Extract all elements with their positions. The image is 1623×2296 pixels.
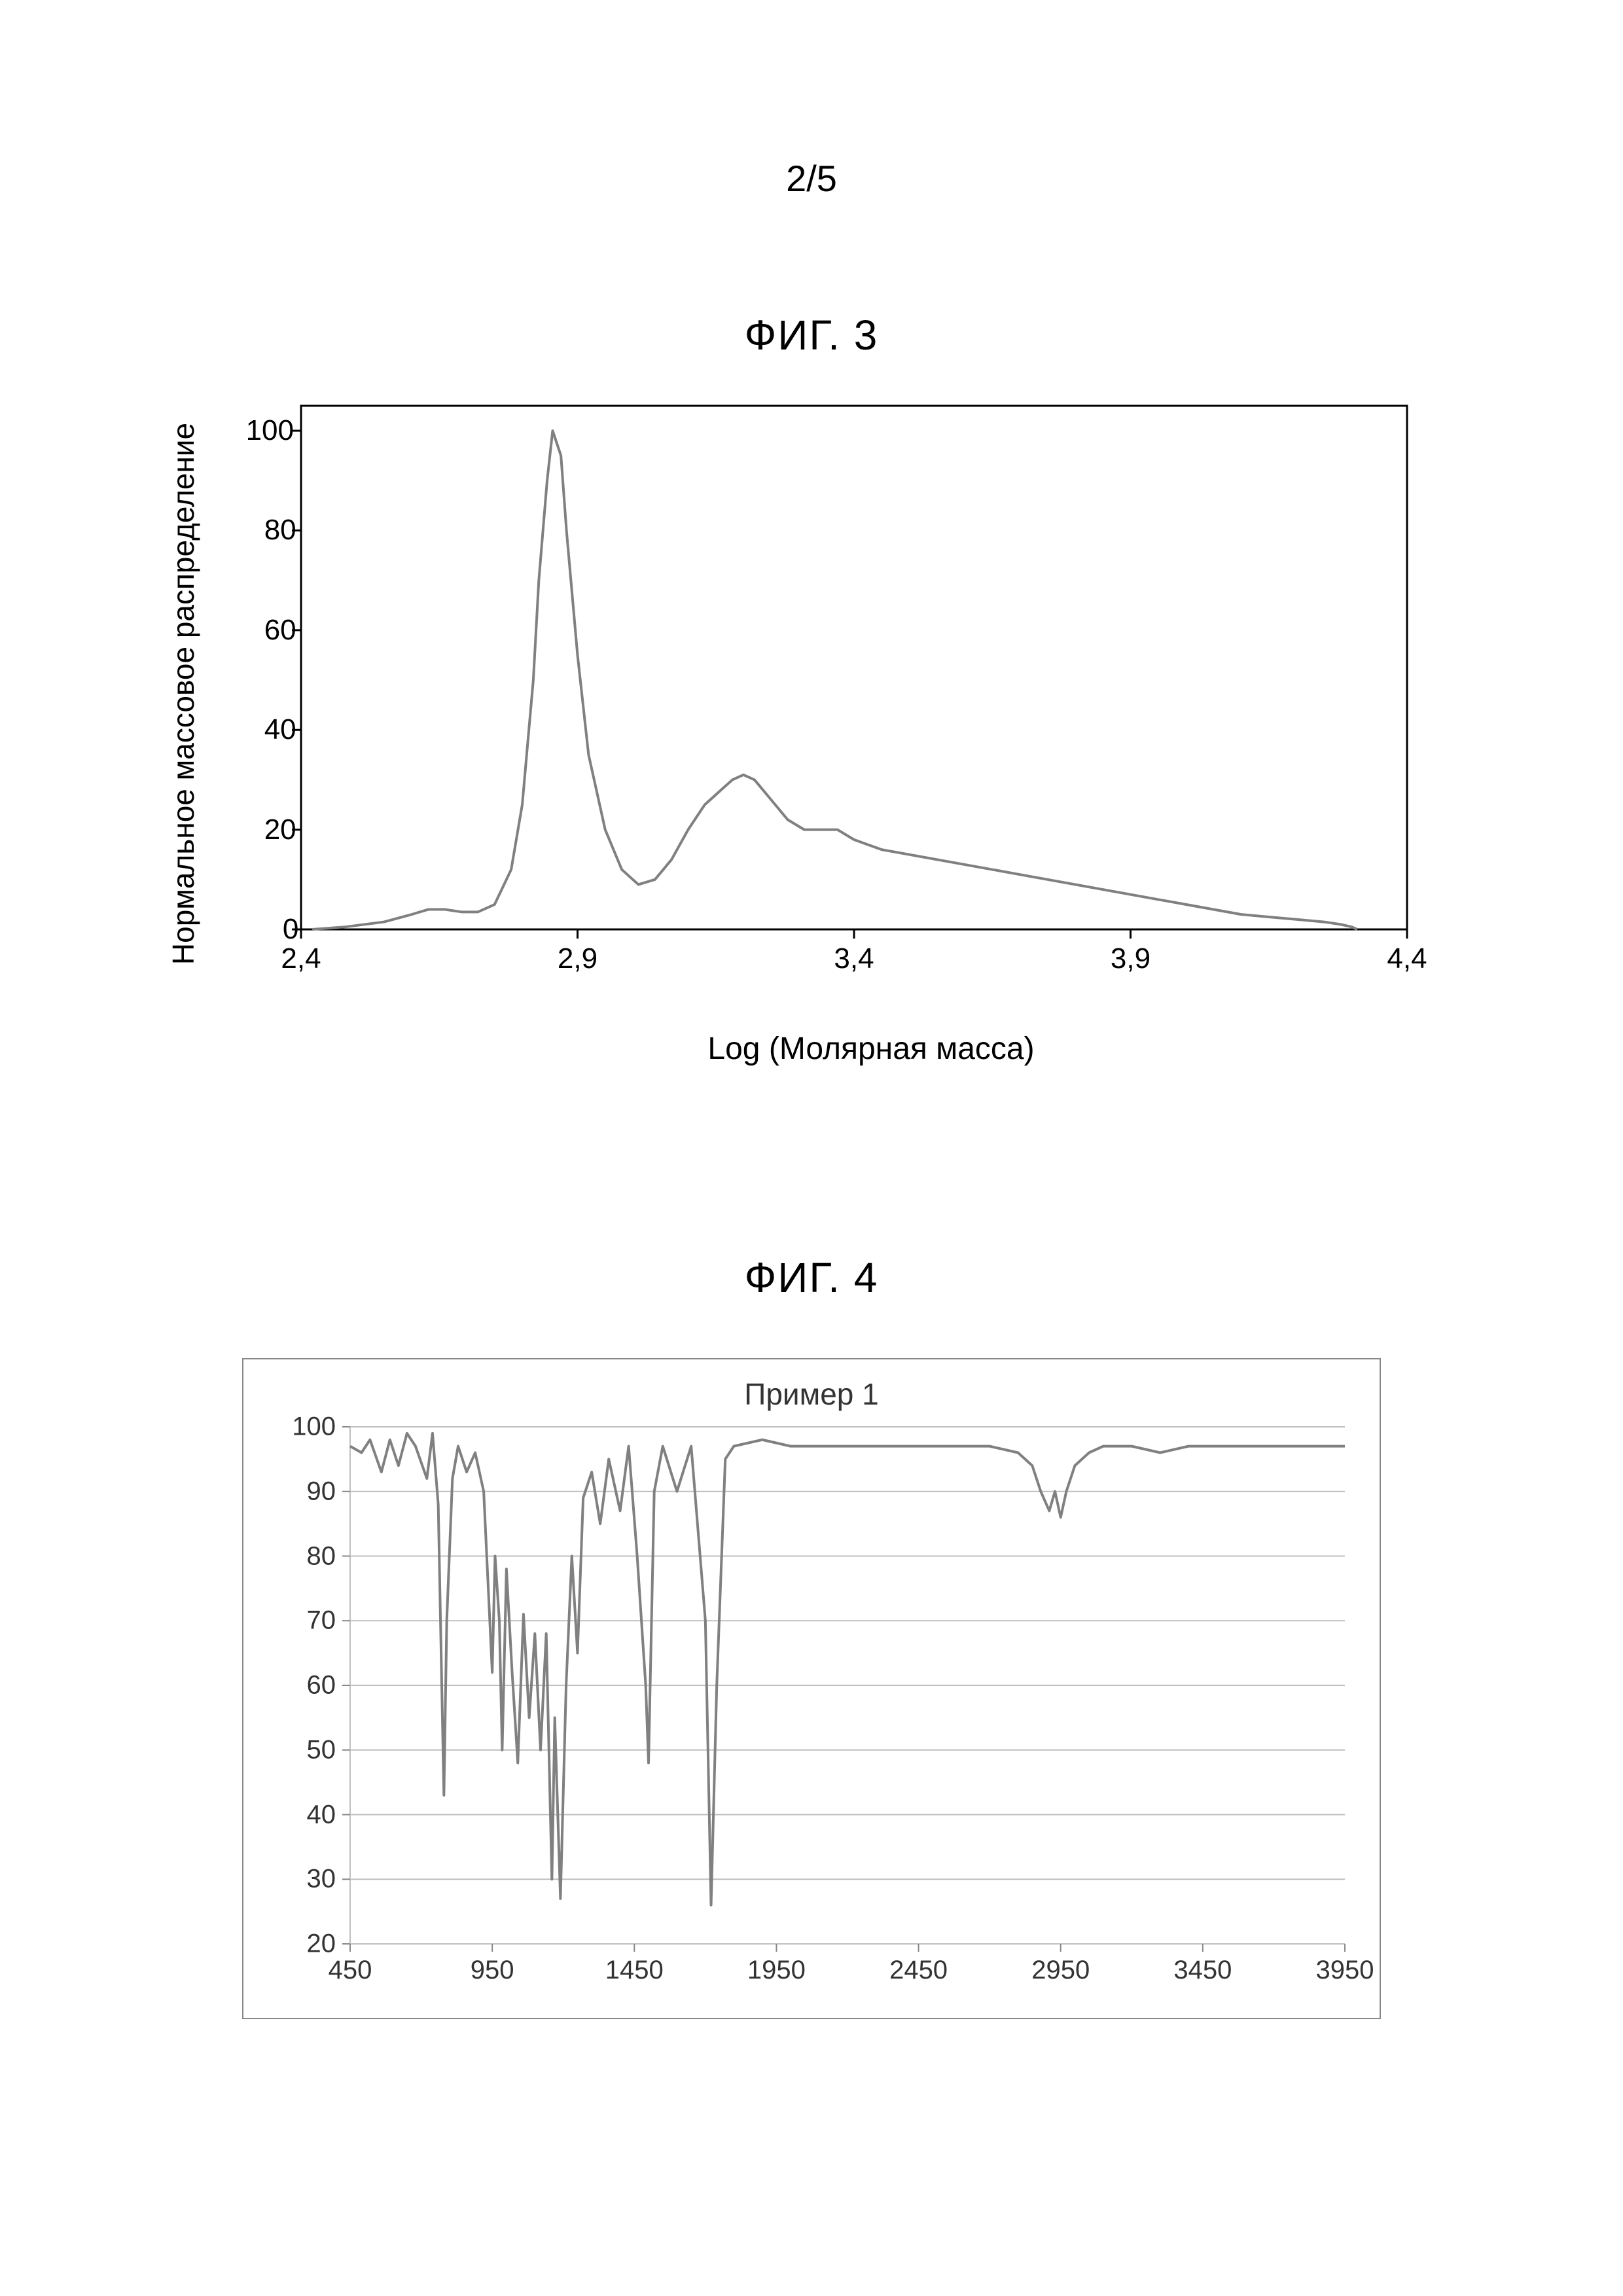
page-number: 2/5 (786, 157, 837, 200)
fig4-xtick: 1950 (747, 1956, 806, 1985)
fig4-ytick: 80 (307, 1541, 336, 1571)
fig4-ytick: 60 (307, 1671, 336, 1700)
fig3-ylabel: Нормальное массовое распределение (166, 423, 201, 965)
fig4-svg (350, 1427, 1345, 1944)
fig4-ytick: 90 (307, 1477, 336, 1506)
fig4-chart: Пример 1 20 30 40 50 60 70 80 90 100 450 950 1450 1… (242, 1358, 1381, 2019)
fig3-title: ФИГ. 3 (745, 311, 879, 359)
fig3-ytick: 20 (264, 814, 296, 846)
fig4-ytick: 20 (307, 1929, 336, 1959)
fig3-svg (301, 406, 1407, 929)
fig4-ytick: 40 (307, 1800, 336, 1829)
fig3-xtick: 3,9 (1111, 942, 1150, 975)
fig4-legend: Пример 1 (744, 1376, 879, 1412)
fig4-xtick: 950 (471, 1956, 514, 1985)
fig4-xtick: 1450 (605, 1956, 664, 1985)
fig3-chart: Нормальное массовое распределение Log (М… (216, 406, 1407, 982)
fig4-xtick: 3450 (1173, 1956, 1232, 1985)
fig4-xtick: 3950 (1316, 1956, 1374, 1985)
fig3-ytick: 80 (264, 514, 296, 547)
fig4-ytick: 30 (307, 1865, 336, 1894)
fig3-xlabel: Log (Молярная масса) (707, 1031, 1034, 1067)
fig4-xtick: 2950 (1031, 1956, 1090, 1985)
fig3-xtick: 3,4 (834, 942, 874, 975)
fig3-xtick: 4,4 (1387, 942, 1427, 975)
fig4-xtick: 2450 (889, 1956, 948, 1985)
fig3-ytick: 0 (283, 913, 298, 946)
fig4-plot-area (350, 1427, 1345, 1944)
fig4-title: ФИГ. 4 (745, 1253, 879, 1302)
fig3-ytick: 40 (264, 713, 296, 746)
fig4-ytick: 70 (307, 1606, 336, 1636)
fig3-ytick: 60 (264, 614, 296, 647)
fig4-ytick: 100 (292, 1412, 336, 1442)
fig3-xtick: 2,4 (281, 942, 321, 975)
fig4-xtick: 450 (329, 1956, 372, 1985)
fig4-ytick: 50 (307, 1735, 336, 1765)
fig3-ytick: 100 (246, 414, 294, 447)
fig3-plot-area (301, 406, 1407, 929)
fig3-xtick: 2,9 (558, 942, 597, 975)
